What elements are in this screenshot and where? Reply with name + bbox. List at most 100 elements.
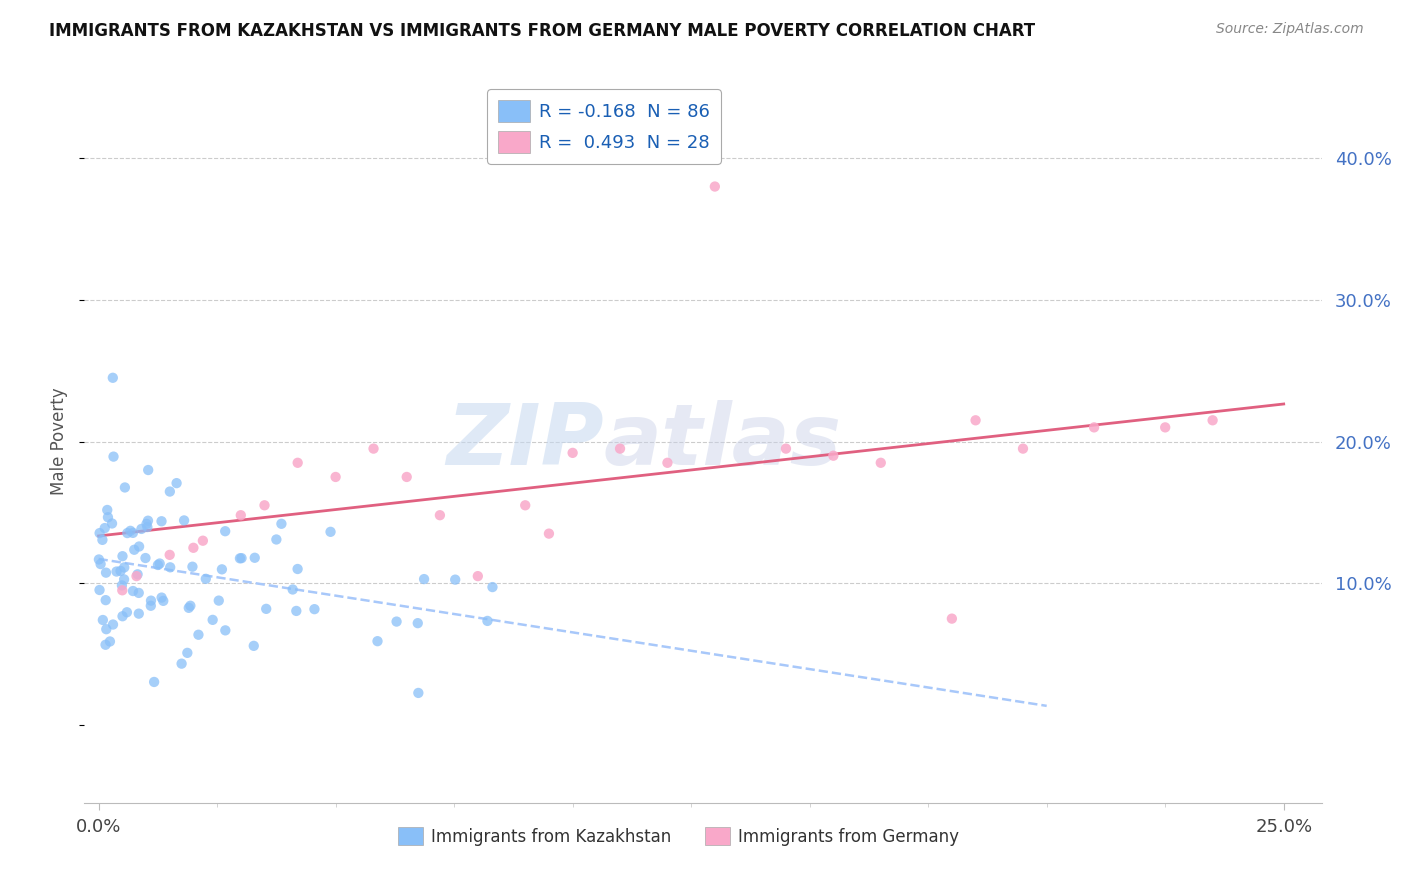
Point (515, 498, 537, 512)
Point (229, 551, 252, 566)
Point (176, 646, 198, 660)
Point (89, 582, 111, 597)
Point (609, 442, 631, 456)
Point (191, 533, 214, 548)
Point (117, 526, 139, 541)
Point (231, 551, 253, 566)
Point (385, 615, 408, 629)
Point (125, 569, 148, 583)
Point (94, 566, 117, 580)
Point (94, 638, 117, 652)
Point (135, 516, 157, 531)
Point (287, 456, 309, 470)
Point (1083, 420, 1105, 434)
Point (166, 476, 188, 491)
Point (150, 514, 173, 528)
Point (111, 578, 134, 592)
Point (90, 557, 112, 571)
Point (152, 594, 174, 608)
Point (159, 484, 181, 499)
Point (285, 604, 308, 618)
Point (413, 572, 436, 586)
Point (181, 559, 204, 574)
Point (287, 562, 309, 576)
Point (103, 450, 125, 464)
Point (657, 456, 679, 470)
Point (187, 628, 209, 642)
Point (150, 591, 173, 605)
Point (96, 503, 118, 517)
Point (159, 560, 181, 574)
Point (159, 548, 181, 562)
Text: ZIP: ZIP (446, 400, 605, 483)
Point (97, 510, 120, 524)
Y-axis label: Male Poverty: Male Poverty (51, 388, 69, 495)
Point (243, 550, 266, 565)
Point (111, 609, 134, 624)
Point (96, 622, 118, 636)
Text: IMMIGRANTS FROM KAZAKHSTAN VS IMMIGRANTS FROM GERMANY MALE POVERTY CORRELATION C: IMMIGRANTS FROM KAZAKHSTAN VS IMMIGRANTS… (49, 22, 1035, 40)
Point (823, 449, 845, 463)
Point (1154, 420, 1177, 434)
Point (214, 524, 236, 539)
Point (139, 593, 162, 607)
Point (170, 657, 193, 671)
Point (146, 558, 169, 572)
Point (98, 634, 121, 648)
Text: Source: ZipAtlas.com: Source: ZipAtlas.com (1216, 22, 1364, 37)
Point (112, 560, 135, 574)
Point (111, 549, 134, 564)
Point (128, 586, 150, 600)
Point (242, 639, 264, 653)
Point (211, 562, 233, 576)
Point (120, 524, 142, 538)
Point (281, 582, 304, 597)
Point (395, 470, 418, 484)
Point (111, 583, 134, 598)
Point (136, 514, 159, 528)
Point (941, 612, 963, 626)
Point (869, 456, 891, 470)
Point (112, 573, 135, 587)
Point (201, 613, 224, 627)
Point (105, 565, 128, 579)
Point (363, 442, 385, 456)
Point (149, 557, 172, 571)
Point (87, 552, 110, 566)
Point (965, 413, 987, 427)
Point (1012, 442, 1035, 456)
Point (139, 599, 162, 613)
Point (254, 602, 277, 616)
Point (110, 564, 132, 578)
Point (194, 572, 217, 586)
Point (94, 593, 117, 607)
Point (91, 533, 114, 547)
Point (122, 525, 145, 540)
Point (477, 614, 499, 628)
Point (270, 516, 292, 531)
Point (179, 599, 201, 613)
Point (134, 551, 156, 566)
Point (122, 584, 145, 599)
Point (481, 580, 503, 594)
Point (101, 617, 124, 632)
Point (775, 442, 797, 456)
Point (429, 508, 451, 523)
Point (122, 542, 145, 557)
Point (136, 463, 159, 477)
Point (561, 446, 583, 460)
Point (128, 607, 150, 621)
Point (408, 686, 430, 700)
Point (101, 516, 124, 531)
Point (467, 569, 489, 583)
Text: atlas: atlas (605, 400, 842, 483)
Point (136, 520, 159, 534)
Point (101, 371, 124, 385)
Point (208, 593, 231, 607)
Point (177, 600, 200, 615)
Point (89, 526, 111, 541)
Point (253, 498, 276, 512)
Point (131, 522, 153, 536)
Point (128, 540, 150, 554)
Point (173, 513, 195, 527)
